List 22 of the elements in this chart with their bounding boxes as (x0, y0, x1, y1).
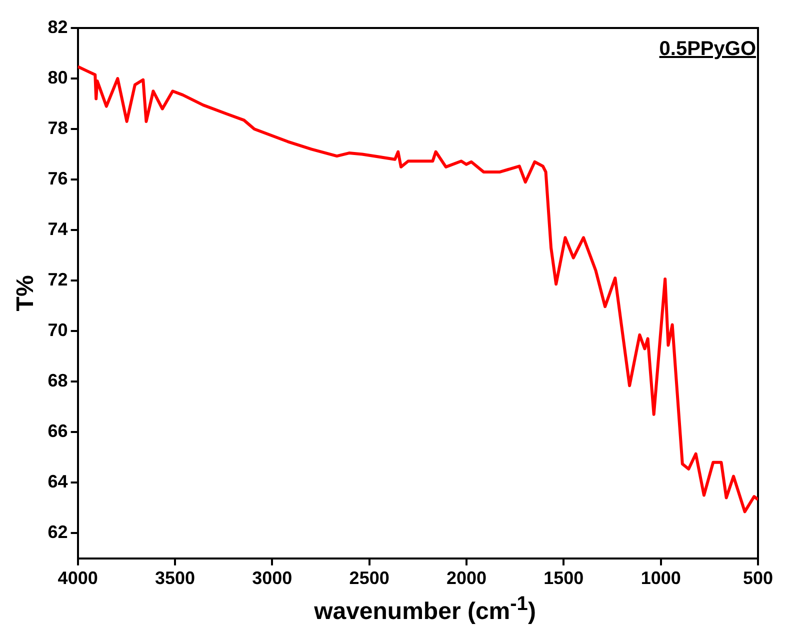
y-tick-label: 64 (48, 472, 68, 492)
y-tick-label: 72 (48, 270, 68, 290)
x-tick-label: 1500 (544, 568, 584, 588)
x-tick-label: 2500 (349, 568, 390, 588)
y-tick-label: 80 (48, 67, 68, 88)
y-tick-label: 66 (48, 421, 68, 442)
x-tick-label: 4000 (58, 568, 98, 588)
y-tick-label: 74 (48, 219, 68, 240)
x-tick-label: 1000 (640, 568, 681, 588)
x-tick-label: 2000 (446, 568, 487, 588)
y-tick-label: 82 (48, 16, 68, 37)
x-tick-label: 500 (742, 568, 774, 588)
y-tick-label: 78 (48, 118, 68, 138)
y-tick-label: 68 (48, 370, 68, 391)
x-axis-title: wavenumber (cm$^{-1}$) (313, 593, 537, 626)
y-axis-title: T% (12, 275, 40, 312)
annotation: 0.5PPyGO (659, 38, 756, 61)
y-tick-label: 62 (48, 522, 68, 542)
y-tick-label: 76 (48, 168, 68, 189)
x-tick-label: 3000 (252, 568, 292, 588)
x-tick-label: 3500 (154, 568, 196, 588)
y-tick-label: 70 (48, 320, 68, 340)
